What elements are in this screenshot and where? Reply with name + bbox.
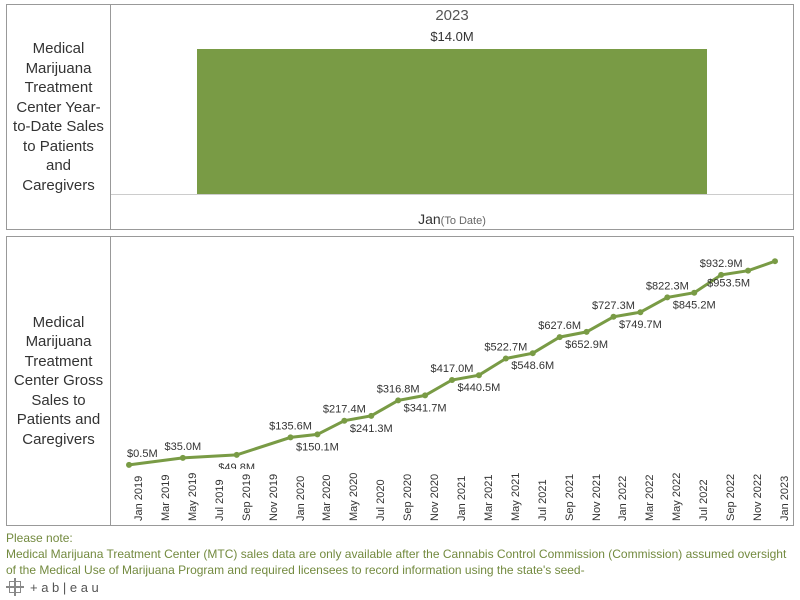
gross-x-axis: Jan 2019Mar 2019May 2019Jul 2019Sep 2019… (121, 471, 783, 521)
gross-sales-panel: Medical Marijuana Treatment Center Gross… (6, 236, 794, 526)
gross-line-marker[interactable] (557, 334, 563, 340)
gross-line-marker[interactable] (288, 434, 294, 440)
gross-point-label: $241.3M (350, 423, 393, 435)
gross-line-marker[interactable] (449, 377, 455, 383)
ytd-bar-value-label: $14.0M (111, 29, 793, 44)
gross-point-label: $953.5M (707, 278, 750, 290)
ytd-chart-area[interactable]: 2023 $14.0M Jan(To Date) (111, 5, 793, 229)
gross-line-marker[interactable] (422, 392, 428, 398)
ytd-year-header: 2023 (111, 7, 793, 24)
gross-line-marker[interactable] (234, 452, 240, 458)
gross-point-label: $522.7M (484, 341, 527, 353)
gross-line-svg: $0.5M $35.0M $49.8M $135.6M $150.1M $217.4M $2… (121, 243, 783, 469)
gross-line-marker[interactable] (745, 268, 751, 274)
gross-point-label: $440.5M (457, 382, 500, 394)
gross-line-marker[interactable] (503, 355, 509, 361)
gross-line-marker[interactable] (584, 329, 590, 335)
gross-point-label: $150.1M (296, 441, 339, 453)
ytd-panel-title: Medical Marijuana Treatment Center Year-… (7, 5, 111, 229)
gross-line-marker[interactable] (126, 462, 132, 468)
gross-line-marker[interactable] (691, 290, 697, 296)
footnote-body: Medical Marijuana Treatment Center (MTC)… (6, 547, 786, 577)
gross-point-label: $417.0M (431, 363, 474, 375)
gross-chart-area[interactable]: $0.5M $35.0M $49.8M $135.6M $150.1M $217.4M $2… (111, 237, 793, 525)
gross-point-label: $49.8M (218, 462, 255, 469)
gross-point-label: $341.7M (404, 402, 447, 414)
footnote: Please note: Medical Marijuana Treatment… (6, 530, 794, 579)
gross-line-marker[interactable] (772, 258, 778, 264)
gross-line-marker[interactable] (180, 455, 186, 461)
gross-point-label: $749.7M (619, 319, 662, 331)
gross-point-label: $845.2M (673, 300, 716, 312)
gross-line-plot: $0.5M $35.0M $49.8M $135.6M $150.1M $217.4M $2… (121, 243, 783, 469)
gross-point-label: $822.3M (646, 280, 689, 292)
ytd-sales-panel: Medical Marijuana Treatment Center Year-… (6, 4, 794, 230)
gross-point-label: $548.6M (511, 360, 554, 372)
gross-line-marker[interactable] (395, 397, 401, 403)
gross-point-label: $35.0M (164, 441, 201, 453)
gross-point-label: $727.3M (592, 300, 635, 312)
gross-line-marker[interactable] (341, 418, 347, 424)
gross-point-label: $135.6M (269, 420, 312, 432)
gross-line-marker[interactable] (664, 294, 670, 300)
ytd-bar-category-sub: (To Date) (441, 215, 486, 227)
gross-line-marker[interactable] (637, 309, 643, 315)
ytd-bar[interactable] (197, 49, 707, 194)
gross-point-label: $652.9M (565, 339, 608, 351)
tableau-icon (6, 578, 24, 596)
gross-line-marker[interactable] (476, 372, 482, 378)
gross-point-label: $627.6M (538, 320, 581, 332)
tableau-label: + a b | e a u (30, 580, 99, 595)
gross-point-label: $932.9M (700, 258, 743, 270)
footnote-lead: Please note: (6, 531, 73, 545)
gross-panel-title: Medical Marijuana Treatment Center Gross… (7, 237, 111, 525)
gross-line-marker[interactable] (314, 431, 320, 437)
ytd-bar-category-main: Jan (418, 211, 441, 227)
gross-line-marker[interactable] (610, 314, 616, 320)
ytd-bar-category: Jan(To Date) (111, 211, 793, 227)
tableau-attribution[interactable]: + a b | e a u (6, 578, 99, 596)
gross-line-marker[interactable] (530, 350, 536, 356)
gross-point-label: $316.8M (377, 383, 420, 395)
gross-line-marker[interactable] (368, 413, 374, 419)
gross-point-label: $217.4M (323, 404, 366, 416)
gross-point-label: $0.5M (127, 448, 158, 460)
ytd-bar-plot (111, 49, 793, 195)
